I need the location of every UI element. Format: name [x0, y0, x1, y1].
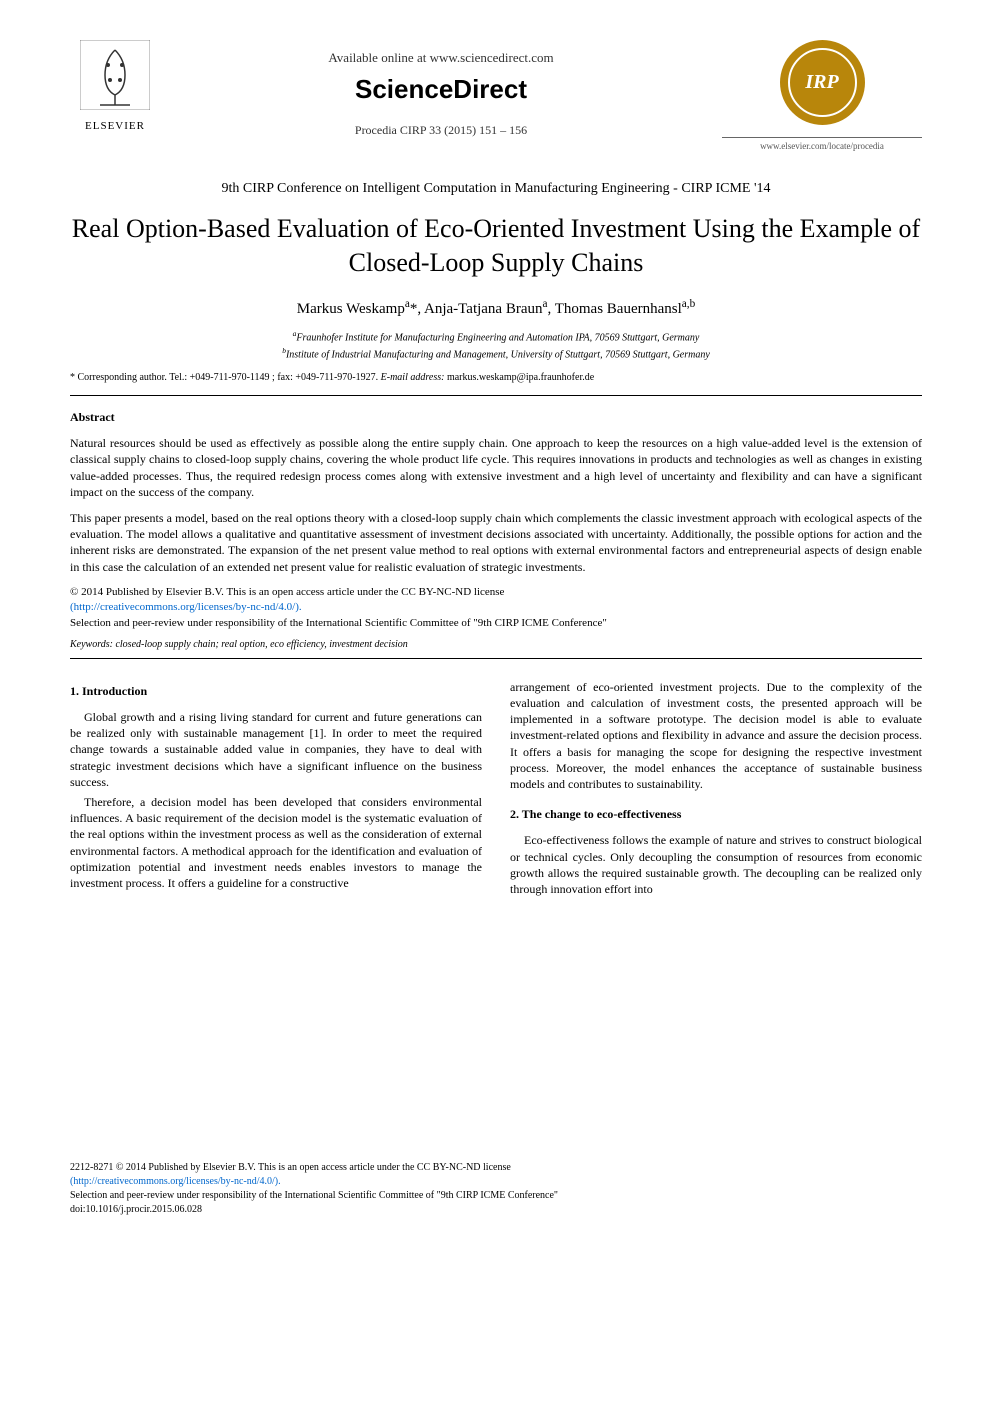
paper-header: ELSEVIER Available online at www.science… — [70, 40, 922, 151]
footer-license-link[interactable]: (http://creativecommons.org/licenses/by-… — [70, 1176, 281, 1187]
journal-url: www.elsevier.com/locate/procedia — [722, 137, 922, 151]
abstract-heading: Abstract — [70, 410, 922, 425]
section-2-heading: 2. The change to eco-effectiveness — [510, 806, 922, 822]
affiliations: aFraunhofer Institute for Manufacturing … — [70, 328, 922, 363]
procedia-citation: Procedia CIRP 33 (2015) 151 – 156 — [160, 123, 722, 138]
divider — [70, 658, 922, 659]
intro-para-1: Global growth and a rising living standa… — [70, 709, 482, 790]
body-columns: 1. Introduction Global growth and a risi… — [70, 679, 922, 901]
email-label: E-mail address: — [381, 372, 445, 383]
section-1-heading: 1. Introduction — [70, 683, 482, 699]
keywords-text: closed-loop supply chain; real option, e… — [113, 639, 408, 650]
divider — [70, 395, 922, 396]
journal-logo-block: IRP www.elsevier.com/locate/procedia — [722, 40, 922, 151]
available-online-text: Available online at www.sciencedirect.co… — [160, 50, 722, 66]
copyright-block: © 2014 Published by Elsevier B.V. This i… — [70, 585, 922, 631]
footer-issn: 2212-8271 © 2014 Published by Elsevier B… — [70, 1161, 922, 1175]
elsevier-label: ELSEVIER — [70, 120, 160, 132]
corresponding-author: * Corresponding author. Tel.: +049-711-9… — [70, 372, 922, 383]
footer-peer-review: Selection and peer-review under responsi… — [70, 1189, 922, 1203]
irp-label: IRP — [805, 71, 838, 94]
peer-review-line: Selection and peer-review under responsi… — [70, 616, 922, 631]
irp-logo-icon: IRP — [780, 40, 865, 125]
section-2-para-1: Eco-effectiveness follows the example of… — [510, 832, 922, 897]
paper-title: Real Option-Based Evaluation of Eco-Orie… — [70, 212, 922, 280]
affiliation-a: aFraunhofer Institute for Manufacturing … — [70, 328, 922, 345]
copyright-line: © 2014 Published by Elsevier B.V. This i… — [70, 585, 922, 600]
affiliation-b: bInstitute of Industrial Manufacturing a… — [70, 345, 922, 362]
right-column: arrangement of eco-oriented investment p… — [510, 679, 922, 901]
authors-line: Markus Weskampa*, Anja-Tatjana Brauna, T… — [70, 298, 922, 318]
center-header: Available online at www.sciencedirect.co… — [160, 40, 722, 138]
conference-name: 9th CIRP Conference on Intelligent Compu… — [70, 181, 922, 197]
keywords-line: Keywords: closed-loop supply chain; real… — [70, 639, 922, 650]
abstract-para-2: This paper presents a model, based on th… — [70, 510, 922, 575]
license-link[interactable]: (http://creativecommons.org/licenses/by-… — [70, 601, 302, 613]
abstract-para-1: Natural resources should be used as effe… — [70, 435, 922, 500]
sciencedirect-logo: ScienceDirect — [160, 74, 722, 105]
corresponding-email: markus.weskamp@ipa.fraunhofer.de — [444, 372, 594, 383]
intro-para-2: Therefore, a decision model has been dev… — [70, 794, 482, 891]
intro-continuation: arrangement of eco-oriented investment p… — [510, 679, 922, 792]
elsevier-logo: ELSEVIER — [70, 40, 160, 132]
corresponding-prefix: * Corresponding author. Tel.: +049-711-9… — [70, 372, 381, 383]
page-footer: 2212-8271 © 2014 Published by Elsevier B… — [70, 1161, 922, 1217]
elsevier-tree-icon — [80, 40, 150, 110]
footer-doi: doi:10.1016/j.procir.2015.06.028 — [70, 1203, 922, 1217]
left-column: 1. Introduction Global growth and a risi… — [70, 679, 482, 901]
keywords-label: Keywords: — [70, 639, 113, 650]
